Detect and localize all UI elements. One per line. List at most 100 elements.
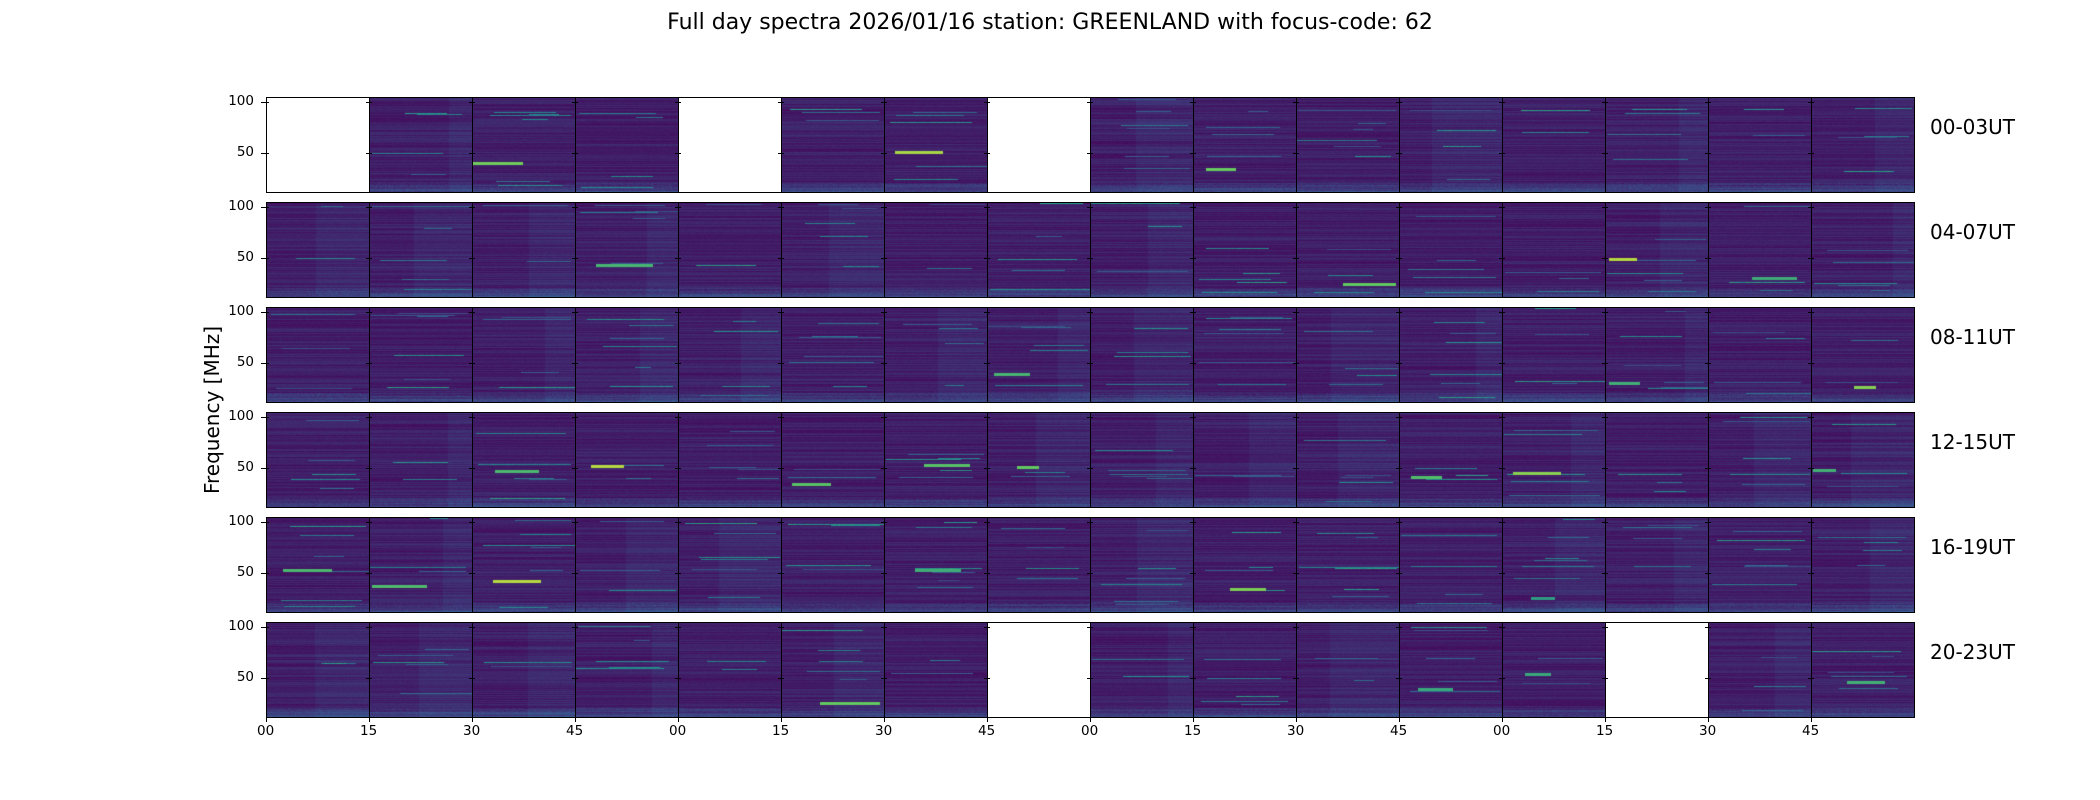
- x-tick-label: 15: [772, 723, 790, 739]
- panel-edge-tick: [1602, 417, 1608, 419]
- spectrum-heatmap: [1606, 203, 1708, 297]
- spectrum-heatmap: [370, 623, 472, 717]
- spectrum-heatmap: [473, 518, 575, 612]
- panel-edge-tick: [1293, 572, 1299, 574]
- spectrum-heatmap: [1091, 203, 1193, 297]
- spectrum-heatmap: [267, 308, 369, 402]
- panel-edge-tick: [1396, 522, 1402, 524]
- spectrum-heatmap: [1400, 623, 1502, 717]
- panel-edge-tick: [1293, 417, 1299, 419]
- spectrum-panel: [987, 307, 1091, 403]
- y-tick-label: 50: [236, 668, 254, 685]
- spectrum-heatmap: [370, 203, 472, 297]
- spectrum-heatmap: [1812, 98, 1914, 192]
- row-label: 20-23UT: [1930, 640, 2015, 664]
- spectrum-heatmap: [1297, 518, 1399, 612]
- panel-edge-tick: [778, 312, 784, 314]
- panel-edge-tick: [469, 362, 475, 364]
- panel-edge-tick: [1808, 627, 1814, 629]
- spectrum-heatmap: [370, 98, 472, 192]
- spectrum-heatmap: [1709, 203, 1811, 297]
- spectrum-panel: [1605, 412, 1709, 508]
- x-tick: [781, 718, 782, 722]
- panel-edge-tick: [1808, 677, 1814, 679]
- spectrum-panel: [266, 307, 370, 403]
- spectrum-panel: [575, 202, 679, 298]
- x-tick-label: 30: [1699, 723, 1717, 739]
- panel-edge-tick: [1705, 152, 1711, 154]
- spectrum-panel: [678, 307, 782, 403]
- panel-edge-tick: [366, 572, 372, 574]
- spectrum-panel: [266, 202, 370, 298]
- x-tick-label: 15: [1184, 723, 1202, 739]
- spectrum-panel: [1811, 202, 1915, 298]
- panel-edge-tick: [881, 467, 887, 469]
- spectrum-panel: [678, 622, 782, 718]
- x-tick: [678, 718, 679, 722]
- spectrum-panel: [1090, 202, 1194, 298]
- panel-edge-tick: [263, 312, 269, 314]
- panel-edge-tick: [572, 312, 578, 314]
- panel-edge-tick: [984, 467, 990, 469]
- panel-edge-tick: [675, 572, 681, 574]
- x-tick-label: 15: [1596, 723, 1614, 739]
- panel-edge-tick: [1396, 207, 1402, 209]
- panel-edge-tick: [1087, 417, 1093, 419]
- spectrum-heatmap: [679, 518, 781, 612]
- panel-edge-tick: [675, 467, 681, 469]
- panel-edge-tick: [1087, 467, 1093, 469]
- spectrum-panel: [472, 622, 576, 718]
- panel-edge-tick: [263, 522, 269, 524]
- panel-edge-tick: [1293, 207, 1299, 209]
- spectrum-heatmap: [267, 518, 369, 612]
- spectrum-panel: [781, 307, 885, 403]
- panel-edge-tick: [1602, 677, 1608, 679]
- spectrum-panel: [472, 517, 576, 613]
- spectrum-heatmap: [1503, 413, 1605, 507]
- panel-edge-tick: [263, 627, 269, 629]
- spectrum-panel: [1296, 517, 1400, 613]
- panel-edge-tick: [1396, 312, 1402, 314]
- spectrum-heatmap: [1606, 308, 1708, 402]
- panel-edge-tick: [469, 417, 475, 419]
- panel-edge-tick: [1087, 677, 1093, 679]
- panel-edge-tick: [1499, 417, 1505, 419]
- spectrum-panel: [472, 97, 576, 193]
- spectrum-panel: [1296, 412, 1400, 508]
- spectrum-panel: [575, 622, 679, 718]
- panel-edge-tick: [366, 152, 372, 154]
- panel-edge-tick: [778, 257, 784, 259]
- x-tick-label: 30: [463, 723, 481, 739]
- row-label: 08-11UT: [1930, 325, 2015, 349]
- panel-edge-tick: [469, 467, 475, 469]
- panel-edge-tick: [984, 627, 990, 629]
- panel-edge-tick: [572, 152, 578, 154]
- spectrum-panel: [369, 412, 473, 508]
- x-tick-label: 00: [1081, 723, 1099, 739]
- x-tick-label: 45: [1390, 723, 1408, 739]
- spectrum-panel: [678, 517, 782, 613]
- row-label: 04-07UT: [1930, 220, 2015, 244]
- panel-edge-tick: [1602, 102, 1608, 104]
- panel-edge-tick: [1499, 312, 1505, 314]
- spectrum-panel: [1090, 517, 1194, 613]
- panel-edge-tick: [1808, 522, 1814, 524]
- spectrum-panel: [1296, 97, 1400, 193]
- panel-edge-tick: [1705, 102, 1711, 104]
- panel-edge-tick: [1396, 152, 1402, 154]
- spectrum-panel: [1193, 97, 1297, 193]
- y-tick-label: 50: [236, 563, 254, 580]
- panel-edge-tick: [1602, 362, 1608, 364]
- spectrum-heatmap: [1709, 518, 1811, 612]
- spectrum-heatmap: [782, 98, 884, 192]
- panel-edge-tick: [1499, 522, 1505, 524]
- panel-edge-tick: [881, 362, 887, 364]
- spectrum-panel: [1502, 517, 1606, 613]
- spectrum-heatmap: [1400, 518, 1502, 612]
- spectrum-heatmap: [782, 623, 884, 717]
- panel-edge-tick: [984, 522, 990, 524]
- panel-edge-tick: [1087, 152, 1093, 154]
- spectrum-panel: [1399, 97, 1503, 193]
- panel-edge-tick: [778, 467, 784, 469]
- panel-edge-tick: [469, 257, 475, 259]
